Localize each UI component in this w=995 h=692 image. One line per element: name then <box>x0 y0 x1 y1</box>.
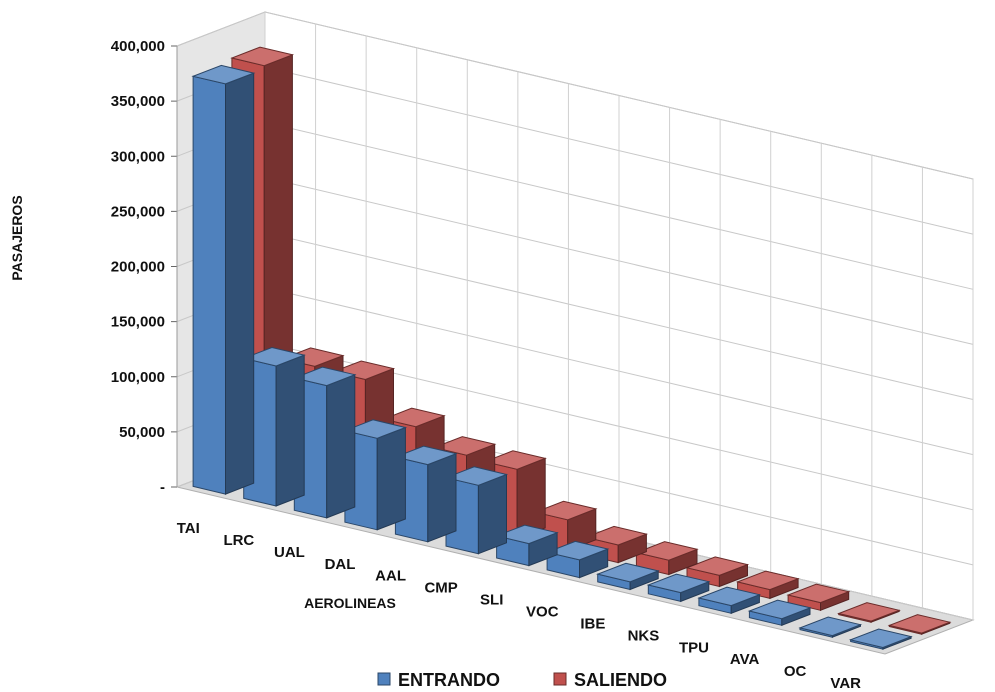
legend-swatch-entrando <box>377 672 391 686</box>
bar-entrando-oc <box>798 616 863 638</box>
bar-saliendo-tpu <box>735 570 800 600</box>
x-tick-label: VAR <box>830 675 861 692</box>
bar-entrando-sli <box>494 524 559 567</box>
y-tick-label: 200,000 <box>111 259 165 276</box>
bar-entrando-tai <box>191 64 256 495</box>
bar-entrando-nks <box>646 573 711 603</box>
legend-swatch-saliendo <box>553 672 567 686</box>
y-tick-label: 350,000 <box>111 93 165 110</box>
y-tick-label: 300,000 <box>111 148 165 165</box>
y-tick-label: 250,000 <box>111 203 165 220</box>
bar-entrando-tpu <box>697 586 762 615</box>
x-tick-label: DAL <box>325 556 356 573</box>
y-axis-ticks: - 50,000 100,000 150,000 200,000 250,000 300,0… <box>111 38 178 496</box>
bar-saliendo-var <box>887 614 952 635</box>
x-tick-label: LRC <box>223 532 254 549</box>
x-tick-label: TPU <box>679 639 709 656</box>
x-tick-label: IBE <box>580 615 605 632</box>
bar-entrando-var <box>848 628 913 650</box>
legend-label-saliendo: SALIENDO <box>574 670 667 690</box>
legend: ENTRANDO SALIENDO <box>377 670 667 690</box>
x-tick-label: NKS <box>628 627 660 644</box>
x-tick-label: SLI <box>480 592 503 609</box>
bar-entrando-voc <box>545 540 610 579</box>
bar-saliendo-oc <box>837 602 901 623</box>
bar-entrando-ava <box>747 599 812 627</box>
x-tick-label: UAL <box>274 544 305 561</box>
y-axis-title: PASAJEROS <box>9 195 25 280</box>
bar-entrando-ibe <box>596 562 660 591</box>
x-tick-label: AAL <box>375 568 406 585</box>
bar-saliendo-ava <box>786 583 851 612</box>
y-tick-label: - <box>160 479 165 496</box>
x-tick-label: AVA <box>730 651 760 668</box>
legend-label-entrando: ENTRANDO <box>398 670 500 690</box>
bar-saliendo-nks <box>685 556 750 588</box>
x-axis-labels: TAI LRC UAL DAL AAL CMP SLI VOC IBE NKS TPU AVA OC VA… <box>177 520 861 692</box>
bar-entrando-aal <box>393 445 458 543</box>
bars <box>191 46 952 650</box>
x-axis-title: AEROLINEAS <box>304 595 396 611</box>
x-tick-label: CMP <box>424 580 457 597</box>
x-tick-label: TAI <box>177 520 200 537</box>
y-tick-label: 50,000 <box>119 424 165 441</box>
y-tick-label: 400,000 <box>111 38 165 55</box>
y-tick-label: 100,000 <box>111 369 165 386</box>
y-tick-label: 150,000 <box>111 314 165 331</box>
x-tick-label: OC <box>784 663 807 680</box>
x-tick-label: VOC <box>526 603 559 620</box>
